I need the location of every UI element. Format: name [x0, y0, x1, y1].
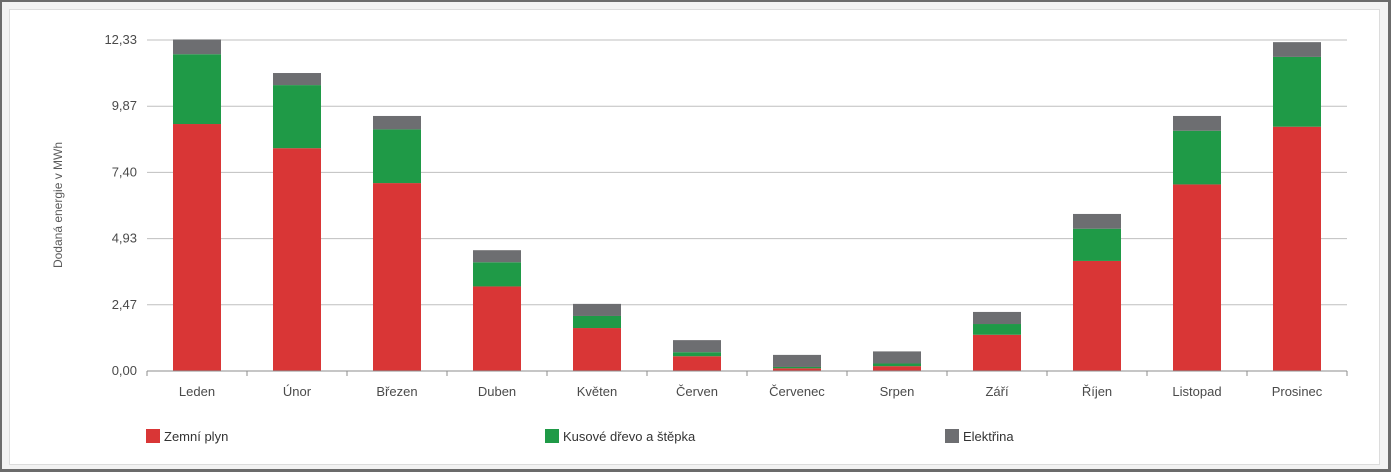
- legend-label-2: Elektřina: [963, 429, 1014, 444]
- x-tick-label: Prosinec: [1272, 384, 1323, 399]
- bar-segment-2: [773, 355, 821, 367]
- bar-segment-0: [373, 183, 421, 371]
- legend-label-0: Zemní plyn: [164, 429, 228, 444]
- bar-segment-1: [573, 316, 621, 328]
- bar-segment-2: [1273, 42, 1321, 57]
- y-tick-label: 2,47: [112, 297, 137, 312]
- x-tick-label: Květen: [577, 384, 617, 399]
- bars: [173, 39, 1321, 371]
- x-tick-label: Listopad: [1172, 384, 1221, 399]
- bar-segment-1: [1073, 229, 1121, 261]
- bar-segment-2: [873, 351, 921, 363]
- y-tick-label: 7,40: [112, 164, 137, 179]
- x-tick-label: Březen: [376, 384, 417, 399]
- bar-segment-2: [673, 340, 721, 352]
- y-tick-label: 0,00: [112, 363, 137, 378]
- bar-segment-0: [1073, 261, 1121, 371]
- legend-swatch-1: [545, 429, 559, 443]
- bar-segment-2: [273, 73, 321, 85]
- bar-segment-1: [773, 367, 821, 368]
- x-tick-label: Září: [985, 384, 1009, 399]
- bar-segment-1: [973, 324, 1021, 335]
- y-tick-label: 9,87: [112, 98, 137, 113]
- legend-swatch-0: [146, 429, 160, 443]
- y-axis-label: Dodaná energie v MWh: [51, 142, 65, 268]
- bar-segment-0: [673, 356, 721, 371]
- bar-segment-2: [373, 116, 421, 129]
- x-tick-label: Srpen: [880, 384, 915, 399]
- x-tick-label: Leden: [179, 384, 215, 399]
- bar-segment-1: [173, 54, 221, 124]
- bar-segment-1: [473, 262, 521, 286]
- grid-lines: [147, 40, 1347, 305]
- legend-label-1: Kusové dřevo a štěpka: [563, 429, 696, 444]
- y-tick-label: 4,93: [112, 231, 137, 246]
- x-tick-label: Duben: [478, 384, 516, 399]
- legend-swatch-2: [945, 429, 959, 443]
- bar-segment-0: [573, 328, 621, 371]
- bar-segment-2: [173, 39, 221, 54]
- bar-segment-1: [1273, 57, 1321, 127]
- bar-segment-1: [873, 363, 921, 366]
- bar-segment-1: [273, 85, 321, 148]
- bar-segment-0: [273, 148, 321, 371]
- bar-segment-0: [473, 286, 521, 371]
- x-tick-label: Únor: [283, 384, 312, 399]
- x-tick-label: Červenec: [769, 384, 825, 399]
- bar-segment-0: [1173, 184, 1221, 371]
- bar-segment-0: [173, 124, 221, 371]
- bar-segment-1: [673, 352, 721, 356]
- bar-segment-0: [1273, 127, 1321, 371]
- bar-segment-2: [1173, 116, 1221, 131]
- bar-segment-2: [1073, 214, 1121, 229]
- bar-segment-0: [973, 335, 1021, 371]
- bar-segment-2: [573, 304, 621, 316]
- y-tick-label: 12,33: [104, 32, 137, 47]
- bar-segment-1: [373, 129, 421, 183]
- bar-segment-0: [873, 366, 921, 371]
- x-tick-label: Říjen: [1082, 384, 1112, 399]
- legend: Zemní plyn Kusové dřevo a štěpka Elektřina: [146, 429, 1014, 444]
- bar-segment-2: [473, 250, 521, 262]
- bar-segment-1: [1173, 131, 1221, 185]
- bar-segment-2: [973, 312, 1021, 324]
- x-tick-label: Červen: [676, 384, 718, 399]
